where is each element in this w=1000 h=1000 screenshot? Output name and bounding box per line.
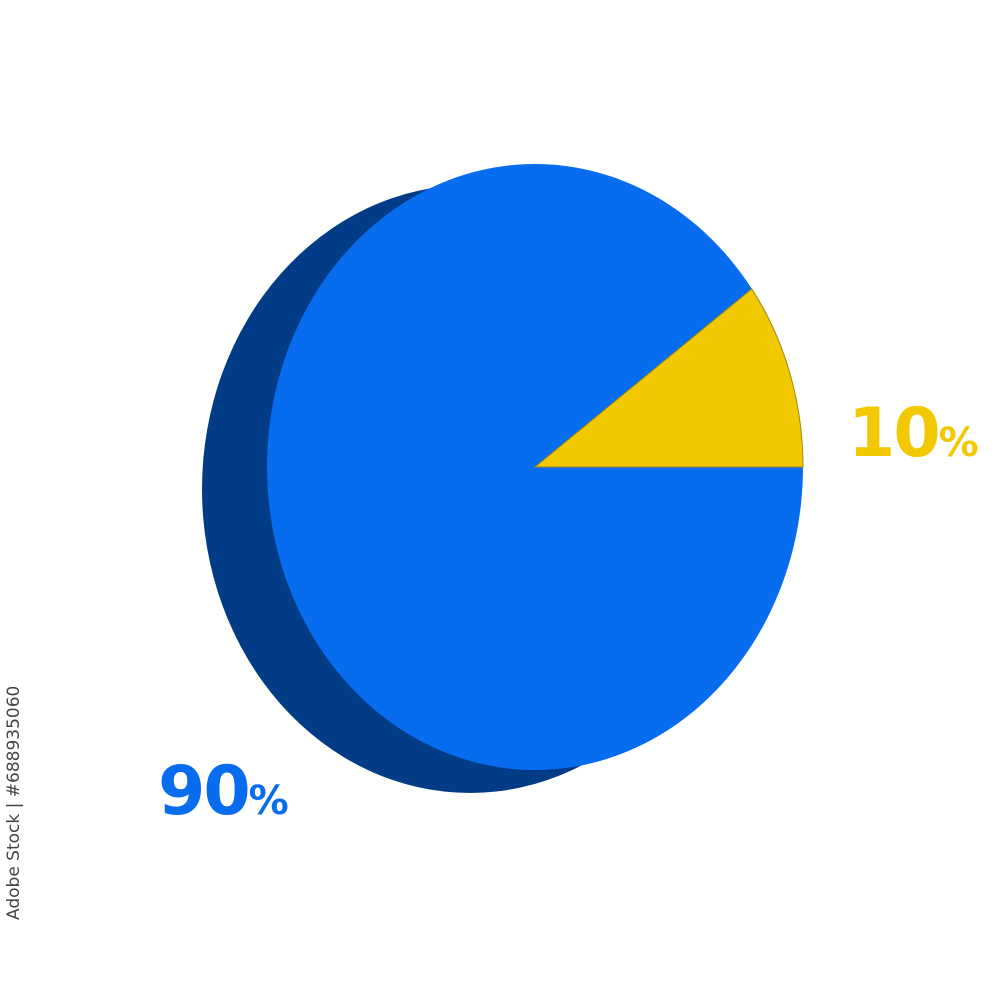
pie-slice-10 bbox=[533, 288, 804, 468]
slice-unit: % bbox=[248, 778, 289, 824]
slice-label-10: 10% bbox=[848, 394, 979, 473]
slice-value: 10 bbox=[848, 394, 941, 473]
slice-unit: % bbox=[938, 420, 979, 466]
slice-value: 90 bbox=[158, 752, 251, 831]
watermark-id: Adobe Stock | #688935060 bbox=[4, 685, 24, 920]
slice-label-90: 90% bbox=[158, 752, 289, 831]
